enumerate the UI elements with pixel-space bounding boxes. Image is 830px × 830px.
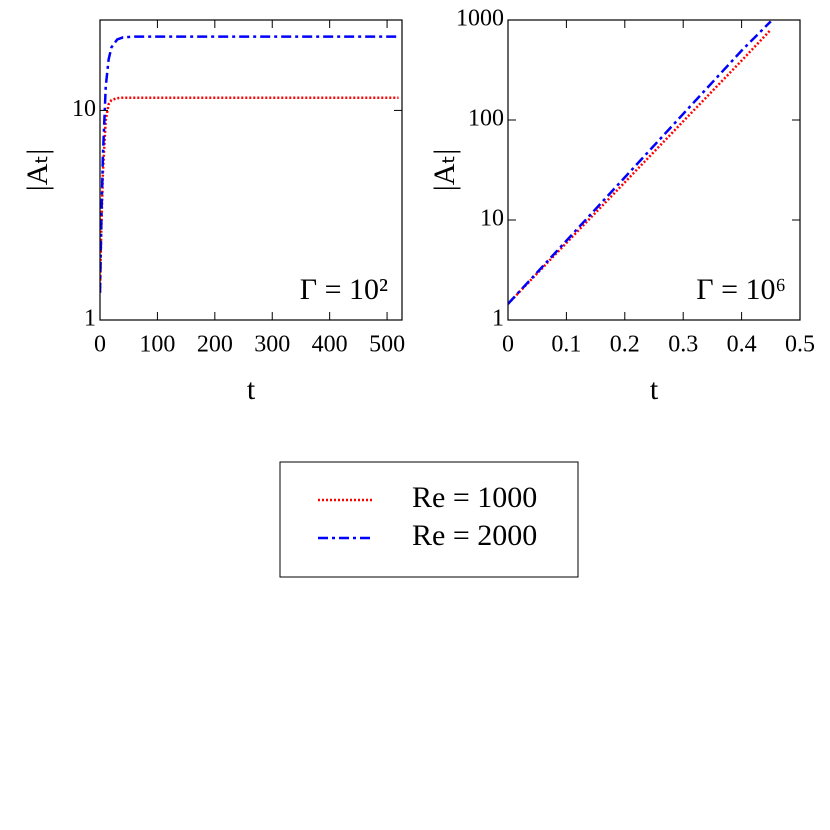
x-tick-label: 0 <box>94 332 106 358</box>
legend-label: Re = 1000 <box>412 481 537 514</box>
y-tick-label: 1 <box>492 306 504 332</box>
x-tick-label: 0 <box>502 332 514 358</box>
x-tick-label: 200 <box>197 332 233 358</box>
x-tick-label: 0.2 <box>610 332 640 358</box>
x-tick-label: 100 <box>139 332 175 358</box>
x-tick-label: 300 <box>254 332 290 358</box>
annotation: Γ = 10² <box>300 273 388 306</box>
x-tick-label: 0.4 <box>727 332 757 358</box>
legend-label: Re = 2000 <box>412 519 537 552</box>
y-axis-label: |Aₜ| <box>21 149 54 192</box>
plot-frame <box>99 19 403 321</box>
y-tick-label: 1 <box>84 306 96 332</box>
series-line <box>508 28 772 305</box>
x-tick-label: 400 <box>312 332 348 358</box>
x-tick-label: 0.5 <box>785 332 815 358</box>
plot-frame <box>507 19 801 321</box>
y-axis-label: |Aₜ| <box>428 149 461 192</box>
x-tick-label: 0.1 <box>551 332 581 358</box>
x-tick-label: 500 <box>369 332 405 358</box>
x-tick-label: 0.3 <box>668 332 698 358</box>
y-tick-label: 10 <box>480 206 504 232</box>
series-line <box>100 35 399 293</box>
legend-box <box>279 461 579 578</box>
y-tick-label: 10 <box>72 96 96 122</box>
x-axis-label: t <box>650 373 659 406</box>
x-axis-label: t <box>247 373 256 406</box>
series-line <box>508 20 772 305</box>
y-tick-label: 1000 <box>456 6 504 32</box>
series-line <box>100 96 399 293</box>
y-tick-label: 100 <box>468 106 504 132</box>
annotation: Γ = 10⁶ <box>696 273 786 306</box>
